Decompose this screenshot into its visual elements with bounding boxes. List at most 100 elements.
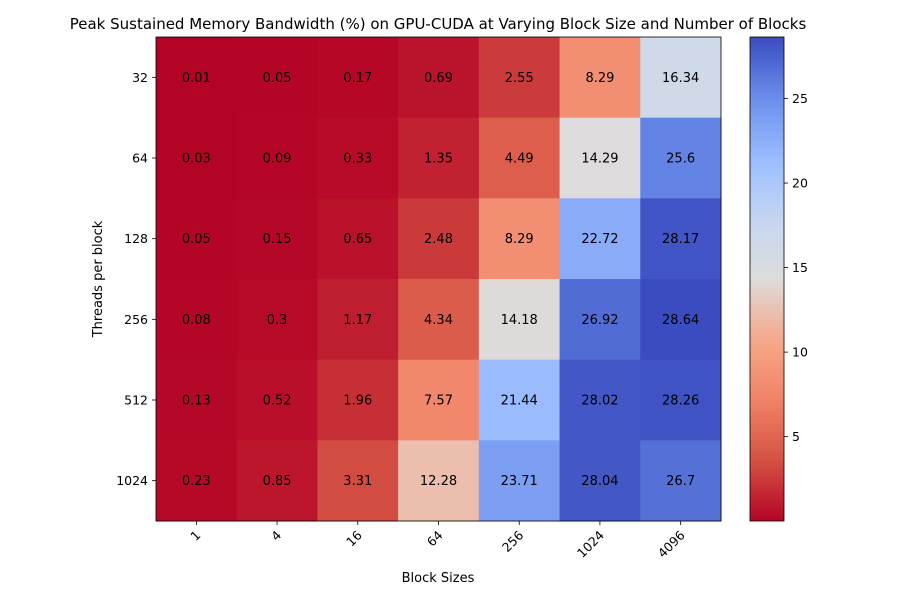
cell-value-label: 28.64 bbox=[662, 313, 699, 328]
heatmap-cell bbox=[236, 359, 318, 441]
heatmap-cell bbox=[398, 198, 480, 280]
y-tick-label: 128 bbox=[124, 231, 148, 246]
cell-value-label: 28.17 bbox=[662, 232, 699, 247]
y-tick-label: 1024 bbox=[116, 473, 148, 488]
x-tick-label: 16 bbox=[343, 527, 365, 549]
heatmap-cell bbox=[156, 117, 238, 199]
cell-value-label: 0.33 bbox=[343, 152, 372, 167]
cell-value-label: 25.6 bbox=[666, 152, 695, 167]
heatmap-cell bbox=[398, 37, 480, 119]
heatmap-cell bbox=[559, 440, 641, 522]
x-tick-label: 4 bbox=[268, 527, 284, 543]
colorbar-tick-label: 25 bbox=[792, 91, 808, 106]
heatmap-cell bbox=[640, 117, 722, 199]
heatmap-cell bbox=[640, 279, 722, 361]
colorbar-tick-label: 10 bbox=[792, 345, 808, 360]
cell-value-label: 4.34 bbox=[424, 313, 453, 328]
heatmap-cell bbox=[640, 440, 722, 522]
cell-value-label: 14.18 bbox=[501, 313, 538, 328]
x-tick-label: 4096 bbox=[655, 527, 688, 560]
heatmap-cell bbox=[156, 440, 238, 522]
cell-value-label: 0.08 bbox=[182, 313, 211, 328]
heatmap-cell bbox=[236, 440, 318, 522]
cell-value-label: 0.69 bbox=[424, 71, 453, 86]
heatmap-cell bbox=[156, 359, 238, 441]
y-tick-label: 64 bbox=[132, 151, 148, 166]
cell-value-label: 0.09 bbox=[263, 152, 292, 167]
cell-value-label: 1.35 bbox=[424, 152, 453, 167]
heatmap-cell bbox=[156, 198, 238, 280]
cell-value-label: 23.71 bbox=[501, 474, 538, 489]
cell-value-label: 1.17 bbox=[343, 313, 372, 328]
heatmap-cell bbox=[236, 279, 318, 361]
chart-title: Peak Sustained Memory Bandwidth (%) on G… bbox=[70, 15, 807, 33]
heatmap-cell bbox=[236, 117, 318, 199]
heatmap-cell-labels: 0.01 0.05 0.17 0.69 2.55 8.29 16.34 0.03 0.09 0.3… bbox=[182, 71, 699, 489]
heatmap-cell bbox=[317, 359, 399, 441]
cell-value-label: 0.03 bbox=[182, 152, 211, 167]
x-axis-label: Block Sizes bbox=[402, 571, 475, 586]
cell-value-label: 26.7 bbox=[666, 474, 695, 489]
cell-value-label: 0.52 bbox=[263, 394, 292, 409]
cell-value-label: 3.31 bbox=[343, 474, 372, 489]
x-tick-label: 1 bbox=[187, 528, 203, 544]
cell-value-label: 1.96 bbox=[343, 394, 372, 409]
x-axis-ticks: 1 4 16 64 256 1024 4096 bbox=[187, 521, 688, 561]
heatmap-cell bbox=[559, 37, 641, 119]
heatmap-cell bbox=[236, 37, 318, 119]
heatmap-cell bbox=[156, 37, 238, 119]
heatmap-cell bbox=[236, 198, 318, 280]
cell-value-label: 0.05 bbox=[182, 232, 211, 247]
cell-value-label: 0.13 bbox=[182, 394, 211, 409]
colorbar-frame bbox=[749, 36, 785, 522]
colorbar-ticks: 5 10 15 20 25 bbox=[784, 91, 808, 444]
heatmap-cell bbox=[317, 117, 399, 199]
heatmap-cell bbox=[559, 359, 641, 441]
heatmap-cell bbox=[640, 198, 722, 280]
cell-value-label: 0.15 bbox=[263, 232, 292, 247]
heatmap-cell bbox=[317, 37, 399, 119]
heatmap-cell bbox=[640, 359, 722, 441]
colorbar-tick-label: 5 bbox=[792, 429, 800, 444]
cell-value-label: 7.57 bbox=[424, 394, 453, 409]
cell-value-label: 16.34 bbox=[662, 71, 699, 86]
cell-value-label: 14.29 bbox=[581, 152, 618, 167]
cell-value-label: 22.72 bbox=[581, 232, 618, 247]
y-tick-label: 256 bbox=[124, 312, 148, 327]
colorbar: 5 10 15 20 25 bbox=[749, 36, 808, 522]
heatmap-cell bbox=[398, 359, 480, 441]
cell-value-label: 0.65 bbox=[343, 232, 372, 247]
heatmap-cell bbox=[478, 198, 561, 280]
cell-value-label: 0.01 bbox=[182, 71, 211, 86]
cell-value-label: 0.23 bbox=[182, 474, 211, 489]
cell-value-label: 0.85 bbox=[263, 474, 292, 489]
colorbar-tick-label: 20 bbox=[792, 176, 808, 191]
heatmap-cell bbox=[559, 117, 641, 199]
heatmap-cell bbox=[398, 279, 480, 361]
y-tick-label: 32 bbox=[132, 70, 148, 85]
cell-value-label: 28.26 bbox=[662, 394, 699, 409]
heatmap-cell bbox=[317, 279, 399, 361]
cell-value-label: 28.02 bbox=[581, 394, 618, 409]
x-tick-label: 256 bbox=[499, 527, 527, 555]
heatmap-cell bbox=[559, 198, 641, 280]
cell-value-label: 0.05 bbox=[263, 71, 292, 86]
heatmap-cell bbox=[640, 37, 722, 119]
heatmap-cells bbox=[156, 37, 722, 522]
cell-value-label: 4.49 bbox=[505, 152, 534, 167]
heatmap-cell bbox=[317, 440, 399, 522]
heatmap-cell bbox=[398, 117, 480, 199]
heatmap-cell bbox=[478, 37, 561, 119]
cell-value-label: 12.28 bbox=[420, 474, 457, 489]
cell-value-label: 8.29 bbox=[505, 232, 534, 247]
x-tick-label: 64 bbox=[424, 527, 446, 549]
cell-value-label: 28.04 bbox=[581, 474, 618, 489]
colorbar-gradient bbox=[750, 37, 784, 521]
heatmap-cell bbox=[317, 198, 399, 280]
heatmap-cell bbox=[398, 440, 480, 522]
heatmap-cell bbox=[478, 117, 561, 199]
x-tick-label: 1024 bbox=[574, 527, 607, 560]
y-axis-ticks: 32 64 128 256 512 1024 bbox=[116, 70, 156, 488]
cell-value-label: 26.92 bbox=[581, 313, 618, 328]
heatmap-cell bbox=[559, 279, 641, 361]
